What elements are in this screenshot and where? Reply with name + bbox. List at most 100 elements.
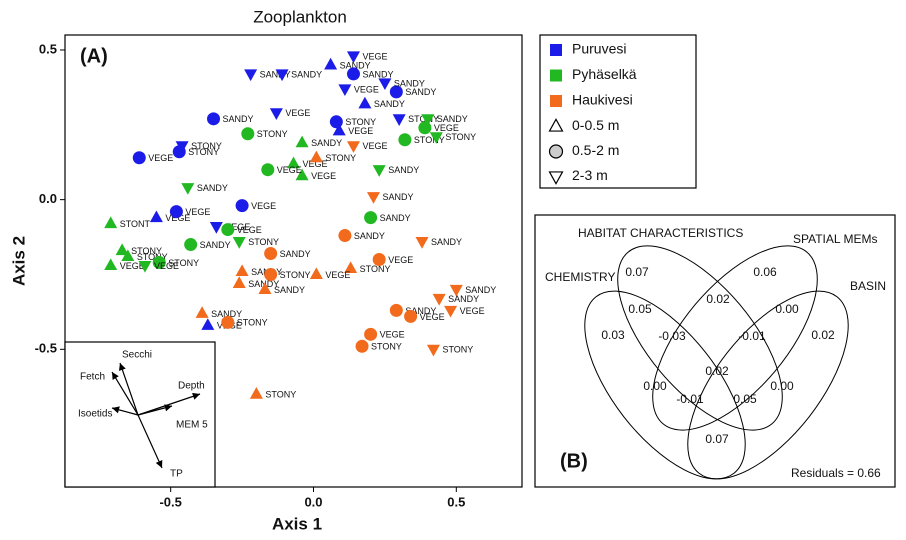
variable-label: MEM 5 [176,420,208,431]
set-label: SPATIAL MEMs [793,232,877,246]
point-label: STONY [371,342,402,352]
point [324,57,338,70]
points: SANDYSANDYVEGEVEGEVEGESANDYSANDYSANDYSTO… [104,51,496,400]
point-label: SANDY [354,231,385,241]
point-label: SANDY [311,138,342,148]
point [184,238,198,252]
point [207,112,221,126]
point-label: STONY [408,114,439,124]
point-label: SANDY [374,99,405,109]
point [195,306,209,318]
region-value: 0.05 [628,302,652,316]
point-label: VEGE [325,270,350,280]
arrow [111,371,139,416]
region-value: 0.07 [705,432,729,446]
point [104,258,118,271]
point [269,108,283,120]
region-value: 0.02 [811,328,835,342]
point [175,141,189,153]
legend-swatch [550,44,562,56]
region-value: 0.00 [775,302,799,316]
x-tick-label: -0.5 [159,494,181,509]
point [309,150,323,163]
set-label: BASIN [850,279,886,293]
legend-marker [548,171,564,185]
point-label: STONY [325,153,356,163]
point [309,267,323,280]
point [221,223,235,237]
point-label: STONY [345,117,376,127]
point-label: SANDY [388,165,419,175]
point [378,78,392,91]
region-value: 0.00 [643,379,667,393]
point [181,183,195,195]
point-label: VEGE [420,312,445,322]
region-value: -0.01 [676,392,704,406]
point-label: SANDY [248,279,279,289]
point-label: VEGE [165,213,190,223]
point [418,121,432,135]
point-label: VEGE [362,51,387,61]
point-label: SANDY [405,87,436,97]
legend-marker [548,144,564,159]
venn-panel: CHEMISTRY HABITAT CHARACTERISTICS SPATIA… [534,214,896,488]
variable-label: Secchi [122,350,152,361]
point [235,264,249,277]
point-label: SANDY [211,309,242,319]
legend-label: Haukivesi [572,92,633,108]
point [287,156,300,169]
point-label: SANDY [448,294,479,304]
point [132,151,146,165]
point [372,165,386,177]
point [241,127,255,141]
point-label: VEGE [277,165,302,175]
region-value: 0.02 [706,292,730,306]
point-label: STONY [414,135,445,145]
point [261,163,275,177]
point [346,141,360,153]
legend-label: 2-3 m [572,167,608,183]
point-label: STONY [131,246,162,256]
point-label: STONY [360,264,391,274]
legend-label: Pyhäselkä [572,66,637,82]
point [429,132,443,144]
venn-ellipse [584,290,746,480]
variable-label: Fetch [80,372,105,383]
point-label: VEGE [237,225,262,235]
point-label: VEGE [225,222,250,232]
point-label: STONY [137,252,168,262]
point-label: VEGE [354,84,379,94]
legend-label: 0.5-2 m [572,142,619,158]
point-label: STONY [445,132,476,142]
point-label: SANDY [280,249,311,259]
point-label: SANDY [197,183,228,193]
point [232,276,246,289]
point-label: SANDY [431,237,462,247]
point-label: SANDY [274,285,305,295]
point [264,247,278,261]
set-label: CHEMISTRY [545,270,615,284]
point-label: STONY [442,345,473,355]
variable-label: Isoetids [78,409,112,420]
panel-label: (A) [80,45,108,67]
point [295,135,309,148]
set-label: HABITAT CHARACTERISTICS [578,226,743,240]
point-label: SANDY [437,114,468,124]
point [372,253,386,267]
point [364,211,378,225]
x-tick-label: 0.5 [447,494,465,509]
point-label: SANDY [291,69,322,79]
point [355,339,369,353]
point-label: STONT [120,219,151,229]
point [389,303,403,317]
point [244,69,258,82]
region-value: 0.03 [601,328,625,342]
point [338,84,352,97]
residuals: Residuals = 0.66 [791,466,881,480]
point-label: SANDY [340,60,371,70]
arrow [137,414,163,469]
point-label: SANDY [382,192,413,202]
arrow [137,404,173,416]
legend-label: 0-0.5 m [572,117,619,133]
legend-swatch [550,95,562,107]
